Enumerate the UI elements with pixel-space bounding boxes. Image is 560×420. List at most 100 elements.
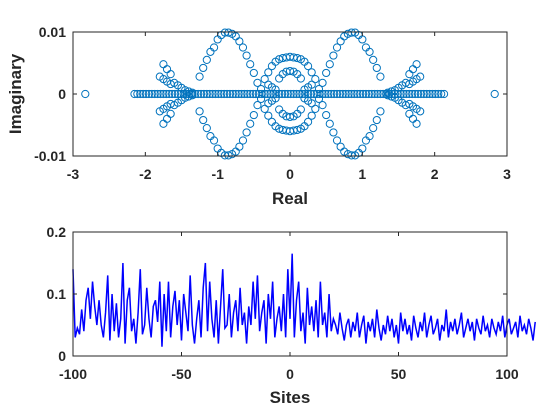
scatter-point: [280, 89, 290, 99]
scatter-point: [181, 93, 190, 102]
scatter-point: [196, 89, 206, 99]
scatter-point: [168, 89, 177, 99]
scatter-point: [356, 89, 365, 99]
scatter-point: [329, 51, 338, 60]
scatter-point: [293, 53, 302, 63]
scatter-point: [256, 84, 266, 94]
scatter-point: [382, 89, 391, 99]
scatter-point: [211, 89, 220, 99]
scatter-point: [416, 107, 425, 116]
x-axis-label: Sites: [270, 388, 311, 407]
y-tick-label: 0.2: [47, 224, 67, 240]
scatter-point: [263, 89, 272, 99]
x-tick-label: 0: [286, 166, 294, 182]
scatter-point: [301, 89, 310, 99]
scatter-point: [490, 89, 499, 99]
scatter-point: [217, 89, 226, 99]
scatter-point: [365, 47, 374, 56]
scatter-point: [344, 89, 353, 99]
scatter-point: [347, 151, 356, 160]
scatter-point: [202, 89, 211, 99]
scatter-point: [367, 89, 376, 99]
scatter-point: [293, 125, 302, 135]
scatter-point: [314, 84, 324, 94]
scatter-point: [246, 60, 255, 69]
x-tick-label: -1: [211, 166, 224, 182]
scatter-point: [411, 89, 420, 99]
scatter-point: [321, 89, 330, 99]
scatter-point: [330, 89, 339, 99]
scatter-point: [405, 89, 414, 99]
scatter-point: [260, 75, 269, 84]
scatter-point: [372, 115, 381, 125]
scatter-point: [399, 89, 408, 99]
scatter-point: [130, 89, 139, 99]
scatter-point: [224, 151, 233, 160]
top-x-tick-labels: -3 -2 -1 0 1 2 3: [67, 166, 511, 182]
scatter-point: [257, 89, 266, 99]
bottom-subplot: -100 -50 0 50 100 0 0.1 0.2 Sites: [47, 224, 536, 407]
scatter-point: [206, 47, 215, 56]
scatter-point: [318, 78, 327, 87]
scatter-point: [271, 85, 280, 94]
scatter-point: [214, 89, 223, 99]
scatter-point: [309, 89, 318, 99]
y-axis-label: Imaginary: [6, 53, 25, 134]
scatter-point: [182, 89, 191, 99]
x-axis-label: Real: [272, 189, 308, 208]
scatter-point: [231, 89, 240, 99]
scatter-point: [322, 68, 331, 78]
scatter-points: [81, 28, 499, 160]
scatter-point: [312, 89, 321, 99]
scatter-point: [311, 104, 320, 113]
scatter-point: [246, 89, 255, 99]
scatter-point: [283, 89, 292, 99]
scatter-point: [428, 89, 437, 99]
x-tick-label: 0: [286, 366, 294, 382]
scatter-point: [422, 89, 431, 99]
scatter-point: [150, 89, 159, 99]
scatter-point: [206, 132, 215, 141]
scatter-point: [156, 89, 165, 99]
scatter-point: [166, 99, 175, 109]
scatter-point: [238, 43, 248, 52]
scatter-point: [205, 89, 214, 99]
scatter-point: [439, 89, 449, 99]
scatter-point: [237, 89, 246, 99]
scatter-point: [162, 89, 171, 99]
top-axes-box: [72, 31, 508, 157]
scatter-point: [329, 128, 338, 137]
scatter-point: [81, 89, 90, 99]
scatter-point: [228, 89, 237, 99]
scatter-point: [353, 89, 362, 99]
scatter-point: [249, 68, 258, 78]
scatter-point: [159, 89, 168, 99]
scatter-point: [292, 89, 301, 99]
scatter-point: [332, 89, 342, 99]
scatter-point: [166, 70, 175, 79]
y-tick-label: -0.01: [34, 148, 66, 164]
scatter-point: [220, 89, 229, 99]
x-tick-label: 3: [503, 166, 511, 182]
scatter-point: [416, 89, 426, 99]
scatter-point: [314, 94, 324, 104]
scatter-point: [141, 89, 151, 99]
x-tick-label: -3: [67, 166, 80, 182]
scatter-point: [133, 89, 142, 99]
scatter-point: [242, 51, 251, 60]
scatter-point: [271, 94, 280, 103]
scatter-point: [224, 28, 233, 37]
scatter-point: [199, 115, 208, 125]
scatter-point: [322, 110, 331, 120]
scatter-point: [332, 43, 342, 52]
scatter-point: [383, 91, 392, 100]
scatter-point: [341, 89, 350, 99]
scatter-point: [298, 89, 307, 99]
scatter-point: [295, 89, 304, 99]
scatter-point: [325, 119, 334, 128]
scatter-point: [437, 89, 446, 99]
scatter-point: [165, 89, 174, 99]
